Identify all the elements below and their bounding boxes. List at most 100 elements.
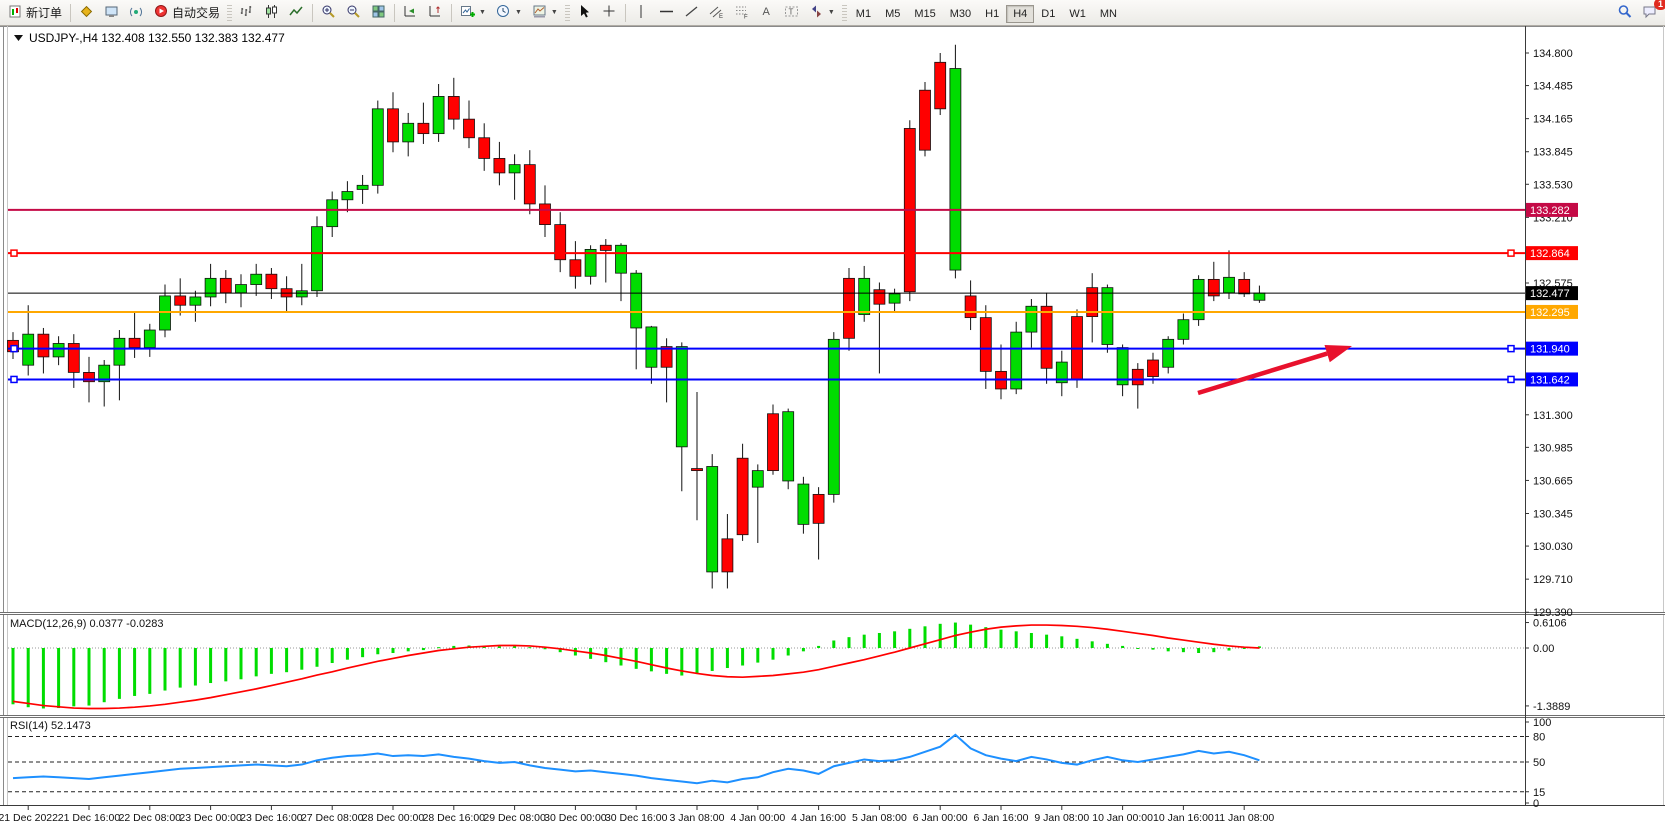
- notifications-button[interactable]: 1: [1637, 0, 1665, 25]
- trendline-button[interactable]: [679, 1, 704, 25]
- zoom-out-button[interactable]: [341, 1, 366, 25]
- bars-icon: [239, 4, 254, 22]
- price-tick-label: 130.665: [1533, 475, 1573, 487]
- zoom-in-button[interactable]: [316, 1, 341, 25]
- symbol-dropdown-icon[interactable]: [14, 35, 23, 41]
- time-label: 27 Dec 08:00: [301, 812, 364, 824]
- candle-body: [356, 184, 369, 190]
- candle-body: [1116, 347, 1129, 386]
- timeframe-m1[interactable]: M1: [855, 7, 872, 20]
- macd-histogram-bar: [26, 648, 30, 708]
- macd-histogram-bar: [908, 628, 912, 648]
- horizontal-line-button[interactable]: [654, 1, 679, 25]
- macd-histogram-bar: [315, 648, 319, 667]
- templates-button[interactable]: ▼: [527, 1, 563, 25]
- price-line-handle[interactable]: [1507, 344, 1515, 353]
- shapes-icon: [809, 4, 824, 22]
- community-button[interactable]: [74, 1, 99, 25]
- candle-body: [1238, 278, 1251, 295]
- macd-histogram-bar: [741, 648, 745, 666]
- cursor-icon: [577, 4, 592, 22]
- text-label-button[interactable]: T: [779, 1, 804, 25]
- new-order-label: 新订单: [26, 6, 63, 20]
- timeframe-h4[interactable]: H4: [1006, 4, 1035, 23]
- time-label: 4 Jan 00:00: [730, 812, 785, 824]
- time-label: 6 Jan 00:00: [913, 812, 968, 824]
- timeframe-h1[interactable]: H1: [985, 7, 1000, 20]
- price-tick-label: 130.985: [1533, 442, 1573, 454]
- tile-windows-button[interactable]: [366, 1, 391, 25]
- timeframe-d1[interactable]: D1: [1041, 7, 1056, 20]
- cursor-tool-button[interactable]: [572, 1, 597, 25]
- toolbar-grip: [227, 4, 233, 21]
- candle-body: [858, 277, 871, 315]
- timeframe-m30[interactable]: M30: [949, 7, 972, 20]
- price-line-handle[interactable]: [1507, 375, 1515, 384]
- candle-body: [584, 249, 597, 277]
- terminal-button[interactable]: [99, 1, 124, 25]
- shapes-button[interactable]: ▼: [804, 1, 840, 25]
- macd-histogram-bar: [680, 648, 684, 676]
- candle-body: [174, 295, 187, 306]
- candle-body: [250, 273, 263, 285]
- macd-histogram-bar: [513, 645, 517, 648]
- candle-body: [326, 199, 339, 228]
- trend-arrow-head[interactable]: [1324, 344, 1352, 363]
- chart-shift-icon: [428, 4, 443, 22]
- macd-histogram-bar: [893, 631, 897, 648]
- timeframe-m15[interactable]: M15: [914, 7, 936, 20]
- time-label: 9 Jan 08:00: [1034, 812, 1089, 824]
- zoom-in-icon: [321, 4, 336, 22]
- price-line-label-box: [1526, 246, 1578, 261]
- macd-histogram-bar: [376, 648, 380, 655]
- candle-body: [189, 296, 202, 306]
- macd-histogram-bar: [452, 645, 456, 648]
- price-line-handle[interactable]: [10, 375, 18, 384]
- time-label: 22 Dec 08:00: [119, 812, 182, 824]
- timeframe-m5[interactable]: M5: [885, 7, 901, 20]
- price-line-handle[interactable]: [10, 249, 18, 257]
- line-chart-button[interactable]: [284, 1, 309, 25]
- toolbar-grip: [564, 4, 570, 21]
- price-line-label: 132.477: [1530, 288, 1570, 300]
- auto-scroll-button[interactable]: [398, 1, 423, 25]
- price-line-label: 132.864: [1530, 248, 1570, 260]
- candle-body: [371, 108, 384, 186]
- candle-body: [1162, 338, 1175, 368]
- fibonacci-button[interactable]: F: [729, 1, 754, 25]
- bar-chart-button[interactable]: [234, 1, 259, 25]
- toolbar-separator: [624, 3, 626, 22]
- autotrading-button[interactable]: 自动交易: [149, 1, 225, 25]
- new-order-button[interactable]: 新订单: [3, 1, 67, 25]
- trend-arrow-shaft[interactable]: [1197, 351, 1328, 396]
- periods-button[interactable]: ▼: [491, 1, 527, 25]
- price-line-handle[interactable]: [10, 344, 18, 353]
- chart-shift-button[interactable]: [423, 1, 448, 25]
- candle-body: [219, 277, 232, 294]
- text-tool-button[interactable]: A: [754, 1, 779, 25]
- candle-body: [1147, 359, 1159, 377]
- time-label: 30 Dec 16:00: [605, 812, 668, 824]
- price-tick-label: 131.300: [1533, 410, 1573, 422]
- chart-window[interactable]: 134.800 134.485 134.165 133.845 133.530 133.2…: [0, 26, 1665, 828]
- candle-body: [675, 346, 688, 448]
- candle-body: [979, 317, 992, 372]
- broadcast-button[interactable]: [124, 1, 149, 25]
- crosshair-tool-button[interactable]: [597, 1, 622, 25]
- indicators-button[interactable]: ▼: [455, 1, 491, 25]
- price-line-handle[interactable]: [1507, 249, 1515, 257]
- timeframe-w1[interactable]: W1: [1069, 7, 1086, 20]
- macd-histogram-bar: [543, 648, 547, 650]
- macd-histogram-bar: [619, 648, 623, 666]
- macd-histogram-bar: [300, 648, 304, 670]
- candle-body: [736, 457, 749, 536]
- candle-chart-button[interactable]: [259, 1, 284, 25]
- candle-body: [812, 493, 825, 524]
- timeframe-mn[interactable]: MN: [1099, 7, 1117, 20]
- tiles-icon: [371, 4, 386, 22]
- vertical-line-button[interactable]: [629, 1, 654, 25]
- macd-histogram-bar: [1014, 631, 1018, 648]
- macd-histogram-bar: [1121, 645, 1125, 648]
- search-button[interactable]: [1612, 1, 1637, 25]
- channel-button[interactable]: E: [704, 1, 729, 25]
